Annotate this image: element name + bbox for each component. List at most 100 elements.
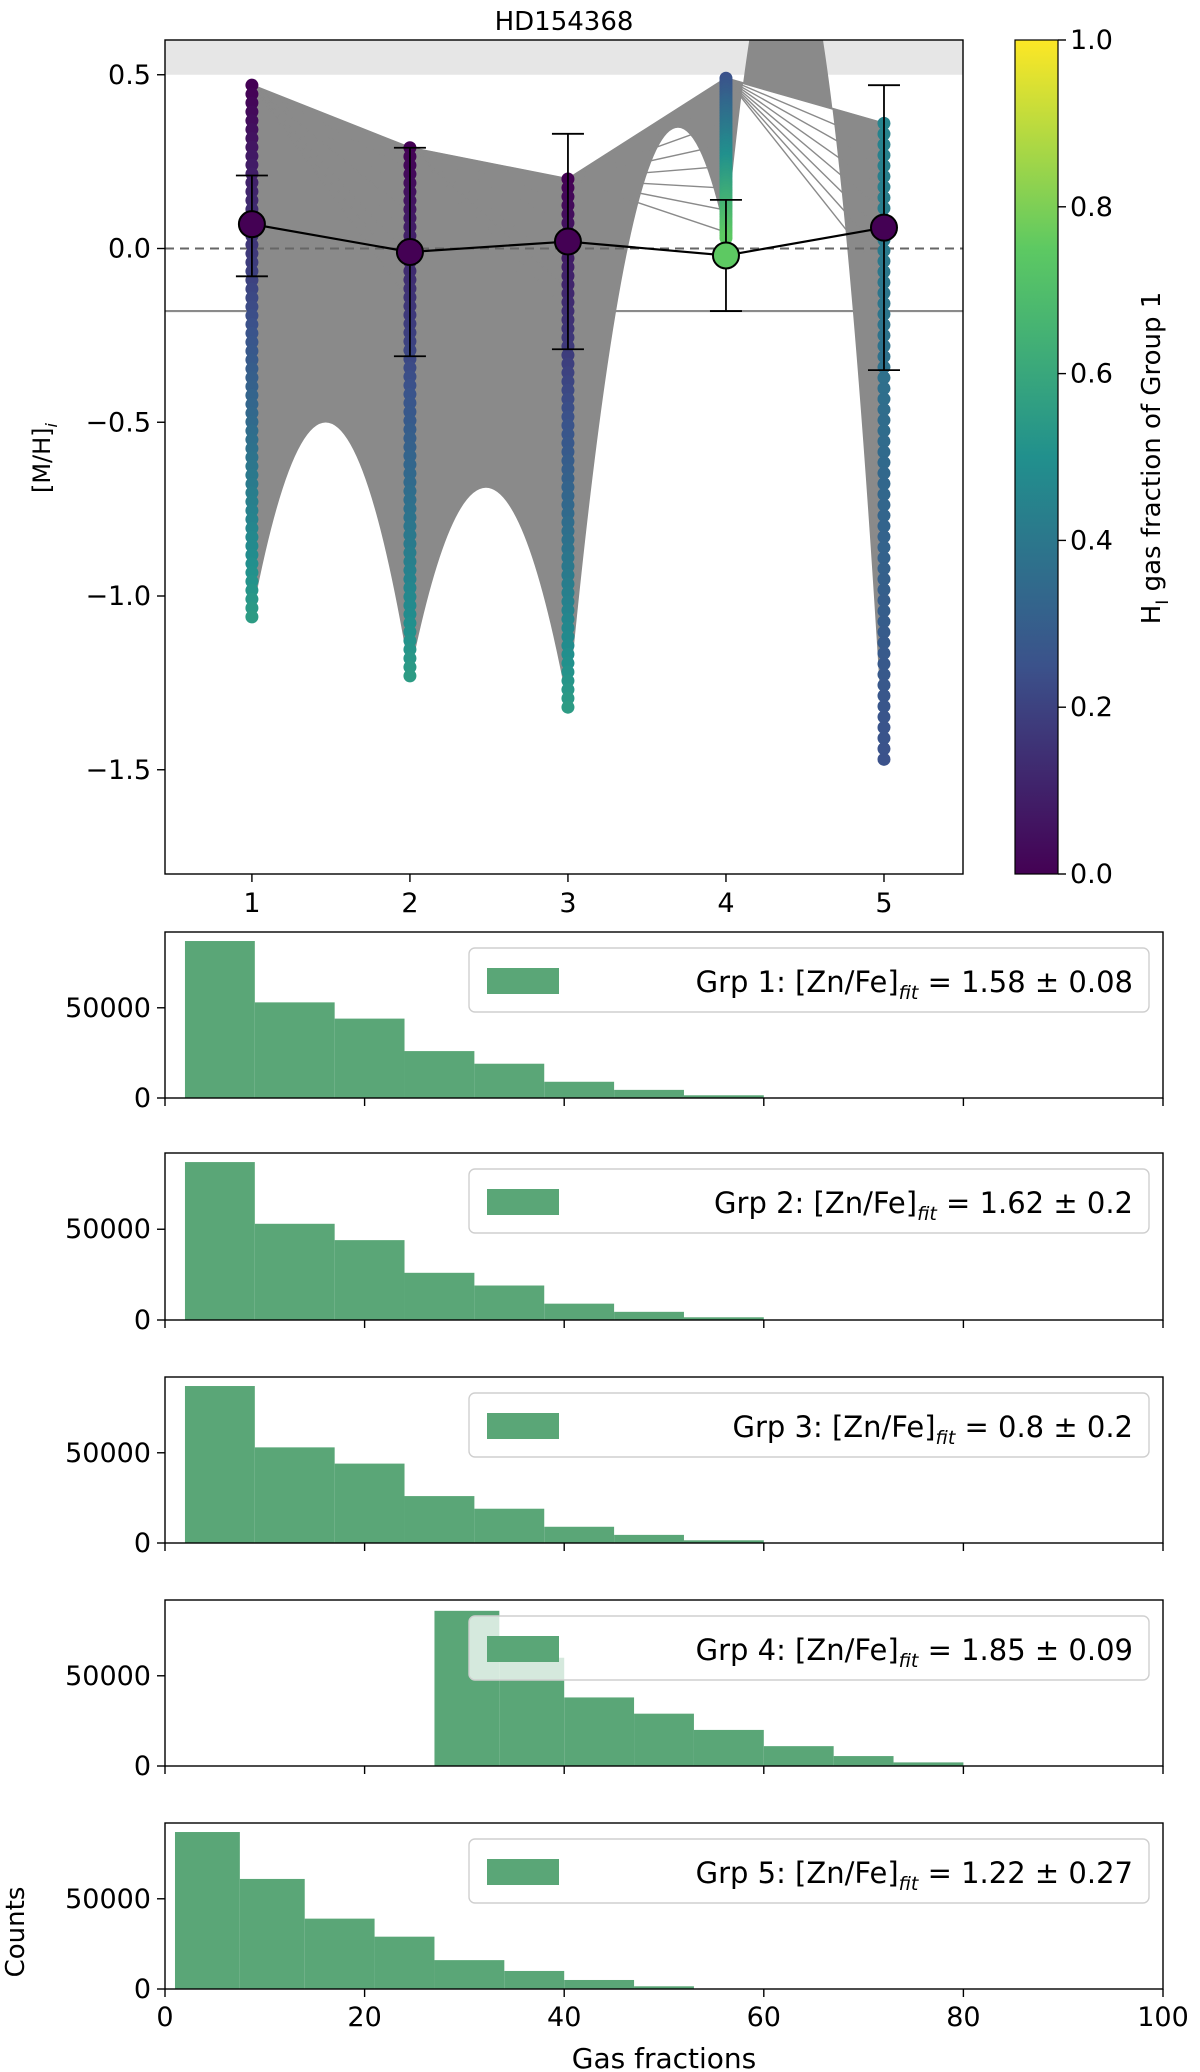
solution-marker — [877, 413, 891, 427]
y-tick-label: −1.0 — [85, 581, 151, 612]
solution-marker — [877, 381, 891, 395]
fan-line — [725, 77, 885, 212]
solution-marker — [877, 572, 891, 586]
legend-box — [468, 947, 1150, 1013]
gas-fraction-fan — [251, 85, 410, 676]
colorbar-tick-label: 1.0 — [1070, 25, 1113, 56]
legend-label: Grp 3: [Zn/Fe]fit = 0.8 ± 0.2 — [733, 1410, 1134, 1449]
histogram-bar — [184, 1162, 255, 1320]
fan-line — [409, 147, 569, 202]
legend-value: = 1.62 ± 0.2 — [937, 1186, 1133, 1220]
histogram-bar — [184, 1386, 255, 1543]
y-tick-label: 50000 — [65, 1884, 151, 1915]
legend-subscript: fit — [936, 1427, 957, 1449]
fan-line — [567, 165, 727, 180]
histogram-bar — [634, 1713, 694, 1766]
legend-swatch — [487, 1189, 559, 1215]
gas-fraction-fan — [567, 78, 726, 708]
fan-line — [567, 178, 727, 189]
histogram-bar — [474, 1285, 545, 1320]
colorbar-tick-label: 0.2 — [1070, 692, 1113, 723]
histogram-bar — [893, 1762, 964, 1766]
histogram-bar — [474, 1063, 545, 1098]
legend-subscript: fit — [899, 1873, 920, 1895]
solution-marker — [877, 466, 891, 480]
colorbar-tick-label: 0.8 — [1070, 192, 1113, 223]
solution-marker — [877, 477, 891, 491]
solution-marker — [877, 445, 891, 459]
y-tick-label: 0.5 — [108, 60, 151, 91]
histogram-frame — [164, 1599, 1164, 1767]
fan-line — [567, 178, 727, 233]
legend-value: = 1.58 ± 0.08 — [918, 965, 1133, 999]
legend-subscript: fit — [899, 982, 920, 1004]
fan-line — [409, 147, 569, 312]
y-tick-label: 0 — [134, 1528, 151, 1559]
solution-marker — [877, 604, 891, 618]
histogram-bar — [334, 1018, 405, 1098]
best-fit-marker — [395, 237, 424, 266]
histogram-group-4: 0 50000 Grp 4: [Zn/Fe]fit = 1.85 ± 0.09 — [65, 1599, 1164, 1782]
histogram-bar — [434, 1960, 505, 1989]
best-fit-marker — [711, 241, 740, 270]
solution-marker — [877, 668, 891, 682]
solution-marker — [877, 540, 891, 554]
legend-swatch — [487, 968, 559, 994]
fan-line — [567, 178, 727, 211]
x-tick-label: 2 — [401, 888, 418, 919]
solution-marker — [877, 424, 891, 438]
solution-marker — [877, 509, 891, 523]
legend: Grp 2: [Zn/Fe]fit = 1.62 ± 0.2 — [468, 1168, 1150, 1234]
x-tick-label: 4 — [717, 888, 734, 919]
histogram-bar — [504, 1970, 565, 1989]
solution-marker — [403, 669, 417, 683]
scatter-axes: 1 2 3 4 5 0.5 0.0 −0.5 −1.0 −1.5 — [85, 60, 892, 919]
counts-axis-label: Counts — [1, 1887, 31, 1978]
x-tick-label: 5 — [875, 888, 892, 919]
legend-box — [468, 1168, 1150, 1234]
solution-marker — [877, 721, 891, 735]
legend: Grp 5: [Zn/Fe]fit = 1.22 ± 0.27 — [468, 1838, 1150, 1904]
fan-line — [251, 84, 411, 259]
legend-subscript: fit — [917, 1203, 938, 1225]
solution-marker — [877, 519, 891, 533]
histogram-bar — [564, 1697, 635, 1766]
legend-swatch — [487, 1636, 559, 1662]
chart-title: HD154368 — [495, 7, 634, 37]
y-tick-label: 0 — [134, 1974, 151, 2005]
best-fit-marker — [553, 227, 582, 256]
histogram-bar — [833, 1756, 894, 1766]
fan-line — [251, 84, 411, 303]
solution-marker — [877, 657, 891, 671]
histogram-bar — [614, 1311, 684, 1320]
solution-marker — [877, 434, 891, 448]
y-tick-label: 0 — [134, 1083, 151, 1114]
histogram-bar — [683, 1540, 764, 1543]
colorbar-tick-label: 0.6 — [1070, 359, 1113, 390]
histogram-bar — [254, 1447, 335, 1543]
colorbar-gradient — [1014, 39, 1059, 875]
scatter-plot-area — [165, 40, 963, 766]
solution-marker — [877, 646, 891, 660]
fan-line — [409, 147, 569, 268]
histogram-bar — [239, 1878, 305, 1989]
fan-line — [251, 84, 411, 171]
x-tick-label: 60 — [747, 2002, 781, 2033]
colorbar-ticks: 0.0 0.2 0.4 0.6 0.8 1.0 — [1058, 25, 1113, 890]
legend: Grp 1: [Zn/Fe]fit = 1.58 ± 0.08 — [468, 947, 1150, 1013]
solution-marker — [877, 392, 891, 406]
plot-frame — [164, 39, 964, 875]
legend: Grp 3: [Zn/Fe]fit = 0.8 ± 0.2 — [468, 1392, 1150, 1458]
histogram-frame — [164, 931, 1164, 1099]
histogram-bar — [614, 1089, 684, 1098]
fan-line — [725, 77, 885, 256]
x-tick-label: 0 — [156, 2002, 173, 2033]
solution-marker — [877, 487, 891, 501]
histogram-bar — [404, 1496, 475, 1543]
gas-fraction-fan — [725, 40, 884, 760]
histogram-frame — [164, 1152, 1164, 1321]
legend-text: Grp 2: [Zn/Fe] — [714, 1186, 917, 1220]
x-axis-label: Gas fractions — [572, 2042, 757, 2072]
histogram-bar — [683, 1095, 764, 1098]
